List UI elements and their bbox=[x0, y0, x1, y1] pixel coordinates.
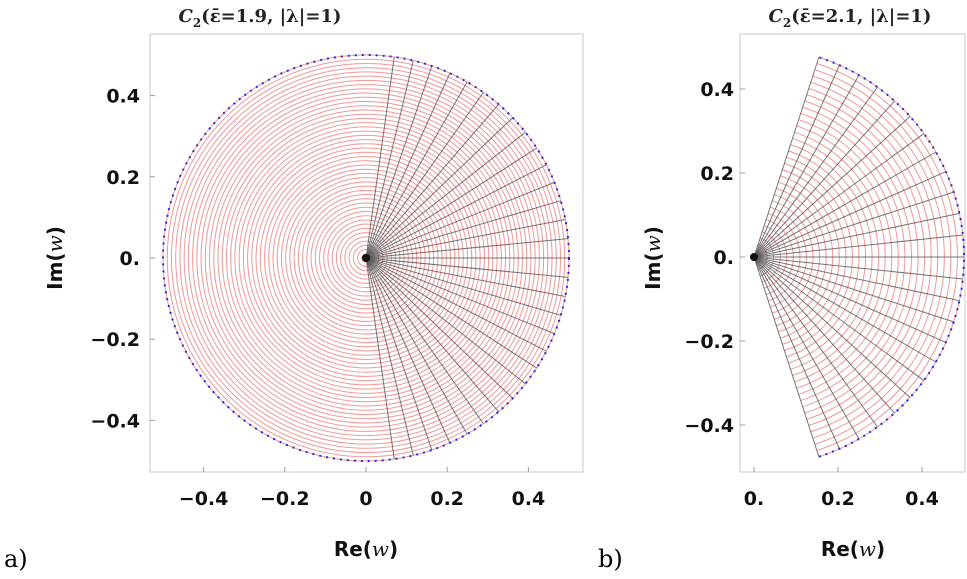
ray-line bbox=[753, 256, 820, 457]
ray-line bbox=[365, 117, 514, 259]
x-tick-label: 0.2 bbox=[821, 488, 855, 510]
ray-line bbox=[365, 219, 566, 259]
ray-line bbox=[365, 257, 547, 352]
panel-b-plot-area bbox=[750, 56, 965, 458]
ray-line bbox=[365, 257, 451, 444]
x-tick-label: 0.2 bbox=[430, 488, 464, 510]
ray-line bbox=[753, 256, 895, 414]
panel-a-ylabel: Im(w) bbox=[43, 226, 67, 290]
y-tick-label: −0.4 bbox=[684, 415, 734, 437]
ray-line bbox=[365, 200, 561, 259]
ray-line bbox=[365, 164, 547, 259]
ray-line bbox=[365, 65, 433, 259]
ray-line bbox=[365, 257, 484, 424]
ray-line bbox=[365, 257, 537, 369]
ray-line bbox=[753, 57, 820, 258]
panel-a-xlabel: Re(w) bbox=[334, 537, 398, 561]
x-tick-label: 0 bbox=[359, 488, 372, 510]
ray-line bbox=[365, 238, 569, 259]
y-tick-label: −0.2 bbox=[90, 329, 140, 351]
ray-line bbox=[365, 257, 395, 460]
panel-b-ylabel: Im(w) bbox=[641, 226, 665, 290]
y-tick-label: 0. bbox=[120, 248, 140, 270]
ray-line bbox=[365, 257, 526, 385]
ray-line bbox=[365, 81, 468, 259]
panel-b: C2(ε̄=2.1, |λ|=1) 0. 0.2 0.4 0.4 0.2 0. −0.2 −0… bbox=[598, 6, 966, 573]
ray-line bbox=[753, 256, 954, 323]
ray-line bbox=[365, 257, 561, 316]
ray-line bbox=[365, 257, 555, 335]
ray-line bbox=[753, 212, 960, 258]
boundary-curve bbox=[162, 54, 570, 462]
panel-b-xlabel: Re(w) bbox=[821, 537, 885, 561]
x-tick-label: −0.4 bbox=[179, 488, 229, 510]
ray-line bbox=[365, 104, 500, 259]
origin-point bbox=[362, 254, 370, 262]
y-tick-label: 0.2 bbox=[106, 167, 140, 189]
ray-line bbox=[365, 131, 526, 259]
ray-line bbox=[753, 256, 878, 428]
x-tick-label: 0.4 bbox=[905, 488, 939, 510]
y-tick-label: 0.4 bbox=[106, 86, 140, 108]
ray-line bbox=[753, 234, 963, 258]
ray-line bbox=[365, 60, 414, 259]
x-tick-label: 0. bbox=[744, 488, 764, 510]
panel-b-tag: b) bbox=[598, 545, 623, 573]
ray-line bbox=[753, 256, 925, 381]
panel-b-frame bbox=[739, 33, 966, 473]
ray-line bbox=[365, 257, 500, 412]
ray-line bbox=[753, 256, 911, 398]
ray-line bbox=[753, 191, 954, 258]
ray-line bbox=[753, 74, 860, 258]
panel-a: C2(ε̄=1.9, |λ|=1) −0.4 −0.2 0 0.2 0.4 0.4 0.2 0… bbox=[4, 6, 584, 573]
ray-line bbox=[365, 72, 451, 259]
panel-b-title: C2(ε̄=2.1, |λ|=1) bbox=[769, 6, 932, 30]
panel-a-ticks: −0.4 −0.2 0 0.2 0.4 0.4 0.2 0. −0.2 −0.4 bbox=[90, 86, 545, 510]
ray-line bbox=[753, 100, 895, 258]
panel-a-title: C2(ε̄=1.9, |λ|=1) bbox=[179, 6, 342, 30]
y-tick-label: 0.4 bbox=[700, 79, 734, 101]
ray-line bbox=[365, 56, 395, 259]
ray-line bbox=[365, 147, 537, 259]
ray-line bbox=[365, 257, 468, 435]
x-tick-label: −0.2 bbox=[260, 488, 310, 510]
ray-line bbox=[753, 116, 911, 258]
y-tick-label: −0.2 bbox=[684, 331, 734, 353]
ray-line bbox=[365, 257, 433, 451]
y-tick-label: −0.4 bbox=[90, 410, 140, 432]
ray-line bbox=[753, 256, 960, 302]
y-tick-label: 0. bbox=[714, 247, 734, 269]
panel-a-plot-area bbox=[162, 54, 570, 462]
ray-line bbox=[753, 151, 937, 258]
ray-line bbox=[753, 171, 947, 258]
y-tick-label: 0.2 bbox=[700, 163, 734, 185]
ray-line bbox=[365, 257, 566, 297]
ray-line bbox=[753, 256, 947, 343]
panel-b-ticks: 0. 0.2 0.4 0.4 0.2 0. −0.2 −0.4 bbox=[684, 79, 938, 510]
ray-line bbox=[365, 257, 414, 456]
ray-line bbox=[753, 64, 840, 258]
ray-line bbox=[753, 256, 963, 280]
ray-line bbox=[753, 86, 878, 258]
ray-line bbox=[753, 256, 860, 440]
ray-line bbox=[365, 181, 555, 259]
panel-a-tag: a) bbox=[4, 545, 28, 573]
ray-line bbox=[753, 133, 925, 258]
ray-line bbox=[365, 92, 484, 259]
ray-line bbox=[753, 256, 840, 450]
x-tick-label: 0.4 bbox=[512, 488, 546, 510]
ray-line bbox=[753, 256, 937, 363]
origin-point bbox=[750, 253, 758, 261]
ray-line bbox=[365, 257, 514, 399]
ray-line bbox=[365, 257, 569, 278]
